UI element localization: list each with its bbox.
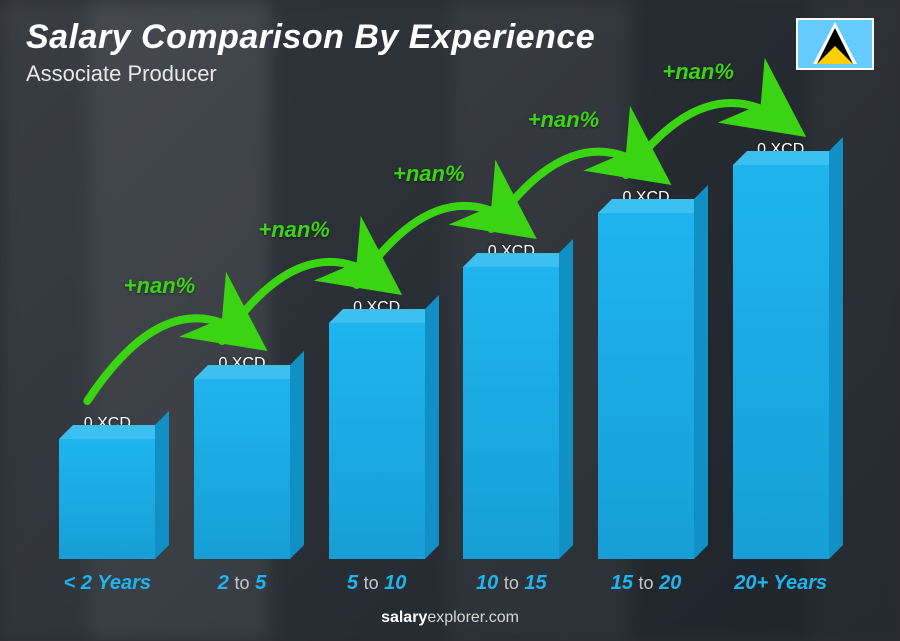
country-flag: [796, 18, 874, 70]
header: Salary Comparison By Experience Associat…: [26, 18, 874, 87]
category-label: < 2 Years: [64, 572, 151, 595]
category-label: 15 to 20: [611, 572, 682, 595]
footer: salaryexplorer.com: [0, 609, 900, 627]
page-title: Salary Comparison By Experience: [26, 18, 595, 57]
bar: [598, 213, 694, 559]
footer-brand-suffix: explorer: [427, 609, 484, 626]
bar-slot: 0 XCD2 to 5: [175, 120, 310, 559]
category-label: 20+ Years: [734, 572, 827, 595]
bar-slot: 0 XCD5 to 10: [309, 120, 444, 559]
page-subtitle: Associate Producer: [26, 61, 595, 87]
bar-chart: 0 XCD< 2 Years0 XCD2 to 50 XCD5 to 100 X…: [40, 120, 848, 559]
bar: [463, 267, 559, 559]
bar-slot: 0 XCD10 to 15: [444, 120, 579, 559]
category-label: 2 to 5: [218, 572, 266, 595]
title-block: Salary Comparison By Experience Associat…: [26, 18, 595, 87]
footer-domain: .com: [484, 609, 519, 626]
bar-slot: 0 XCD20+ Years: [713, 120, 848, 559]
category-label: 5 to 10: [347, 572, 407, 595]
bar: [329, 323, 425, 559]
category-label: 10 to 15: [476, 572, 547, 595]
bars-container: 0 XCD< 2 Years0 XCD2 to 50 XCD5 to 100 X…: [40, 120, 848, 559]
bar-slot: 0 XCD15 to 20: [579, 120, 714, 559]
bar-slot: 0 XCD< 2 Years: [40, 120, 175, 559]
bar: [733, 165, 829, 559]
bar: [59, 439, 155, 559]
bar: [194, 379, 290, 559]
footer-brand: salary: [381, 609, 427, 626]
